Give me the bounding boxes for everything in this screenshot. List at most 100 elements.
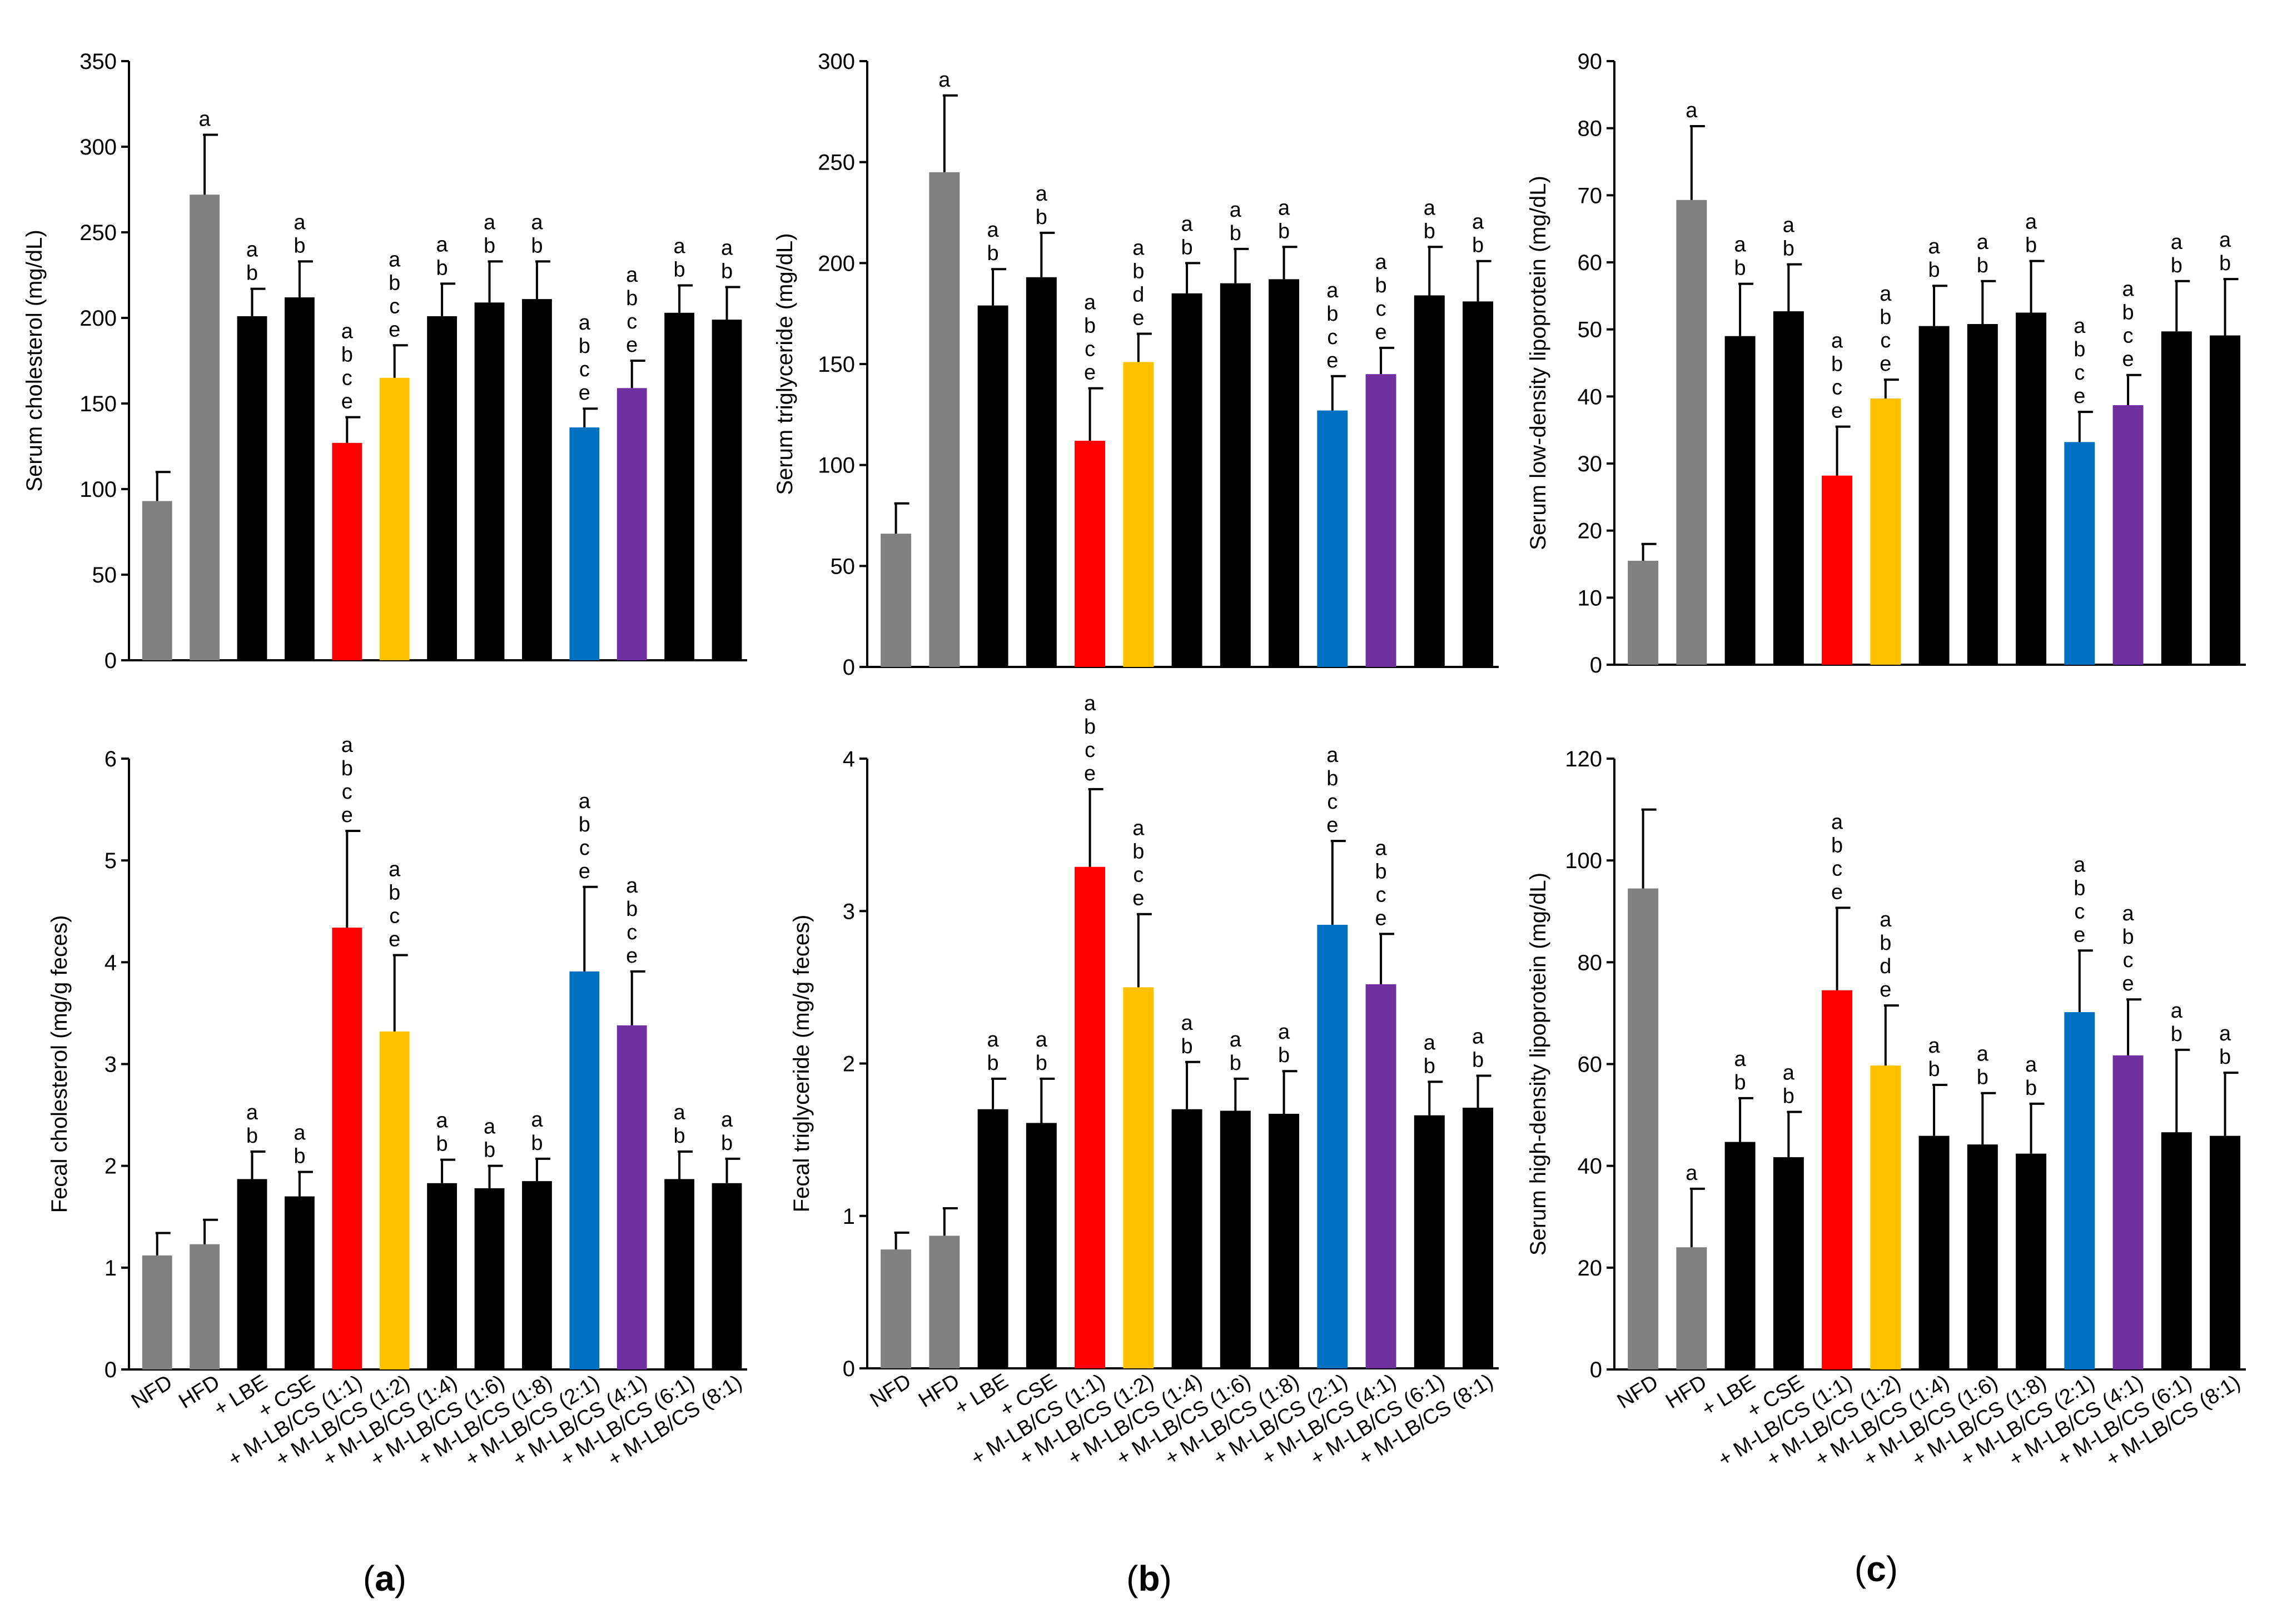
bar-8 [474,302,505,660]
significance-letter: e [626,333,638,357]
significance-letter: b [1783,237,1794,261]
y-tick-label: 100 [79,477,117,502]
y-tick-label: 150 [79,392,117,416]
significance-letter: b [246,262,258,285]
bar-10 [1317,924,1348,1368]
significance-letter: a [1036,1028,1048,1052]
y-tick-label: 4 [105,950,117,975]
significance-letter: b [531,234,543,257]
significance-letter: b [531,1132,543,1155]
y-tick-label: 350 [79,49,117,74]
significance-letter: b [484,234,495,257]
bar-2 [929,1236,960,1368]
bar-3 [977,305,1008,667]
significance-letter: e [1375,906,1387,930]
significance-letter: b [484,1139,495,1162]
significance-letter: a [1132,237,1145,260]
bar-1 [142,501,172,660]
significance-label-12: ab [674,1101,686,1148]
significance-letter: b [1230,1052,1241,1075]
bar-2 [1676,200,1707,665]
significance-letter: e [1375,321,1387,344]
significance-letter: a [1783,1062,1795,1085]
significance-letter: b [389,881,400,905]
significance-letter: c [627,310,637,333]
significance-letter: a [1230,1028,1242,1052]
significance-letter: c [2123,949,2134,972]
significance-label-4: ab [1783,1062,1795,1108]
significance-letter: b [2219,1045,2231,1069]
significance-letter: c [1085,338,1095,361]
y-tick-label: 0 [1590,1358,1602,1382]
significance-letter: b [1424,1054,1435,1078]
significance-letter: a [1831,330,1843,353]
significance-letter: a [1472,211,1484,234]
significance-letter: a [1928,1034,1941,1058]
significance-letter: b [294,1145,305,1168]
significance-letter: a [1375,251,1388,274]
significance-label-9: ab [1278,1020,1290,1067]
significance-letter: a [1831,810,1843,834]
significance-label-8: ab [1230,1028,1242,1075]
significance-letter: b [1928,1058,1940,1081]
bar-7 [427,316,458,660]
significance-letter: b [1977,1066,1988,1089]
significance-letter: a [1880,908,1892,931]
bar-1 [1628,560,1659,665]
significance-letter: a [674,1101,686,1124]
significance-letter: e [1831,400,1843,423]
significance-label-9: ab [1278,196,1290,243]
y-tick-label: 150 [818,352,855,377]
significance-letter: b [2122,925,2134,949]
significance-letter: e [1880,978,1891,1002]
bar-2 [190,195,220,660]
bar-3 [237,316,267,660]
significance-letter: c [1327,326,1338,349]
y-tick-label: 90 [1578,49,1603,74]
bar-2 [1676,1247,1707,1369]
significance-letter: a [246,1101,258,1124]
significance-letter: c [627,921,637,944]
significance-letter: c [2123,325,2134,348]
significance-label-2: a [938,68,951,92]
significance-letter: e [1326,349,1338,372]
significance-letter: b [1734,1071,1746,1094]
significance-letter: d [1880,955,1891,978]
significance-label-12: ab [1424,196,1436,243]
y-tick-label: 50 [831,554,856,579]
significance-letter: a [1424,196,1436,220]
y-tick-label: 0 [843,655,855,680]
significance-letter: b [1831,834,1843,857]
y-tick-label: 300 [818,49,855,74]
significance-label-9: ab [531,211,543,257]
significance-letter: c [1376,297,1386,321]
significance-letter: b [674,258,685,281]
y-axis-label: Fecal triglyceride (mg/g feces) [789,915,814,1213]
bar-10 [2064,1012,2095,1369]
significance-letter: a [2122,902,2135,925]
bar-12 [664,1179,695,1369]
significance-label-4: ab [1036,182,1048,229]
chart-panel-4: 0 1 2 3 4 5 6 Fecal cholesterol (mg/g feces) NFD… [47,734,747,1472]
significance-letter: a [1278,1020,1290,1044]
y-tick-label: 3 [843,899,855,924]
bar-8 [1220,283,1251,667]
y-tick-label: 1 [105,1256,117,1281]
significance-letter: a [1375,836,1388,860]
y-tick-label: 60 [1578,1053,1603,1077]
y-tick-label: 2 [843,1052,855,1077]
significance-label-3: ab [246,238,258,285]
significance-letter: b [987,242,999,265]
bar-13 [1463,1108,1494,1368]
significance-letter: b [1734,257,1746,280]
significance-letter: c [1832,376,1842,400]
bar-10 [1317,410,1348,667]
